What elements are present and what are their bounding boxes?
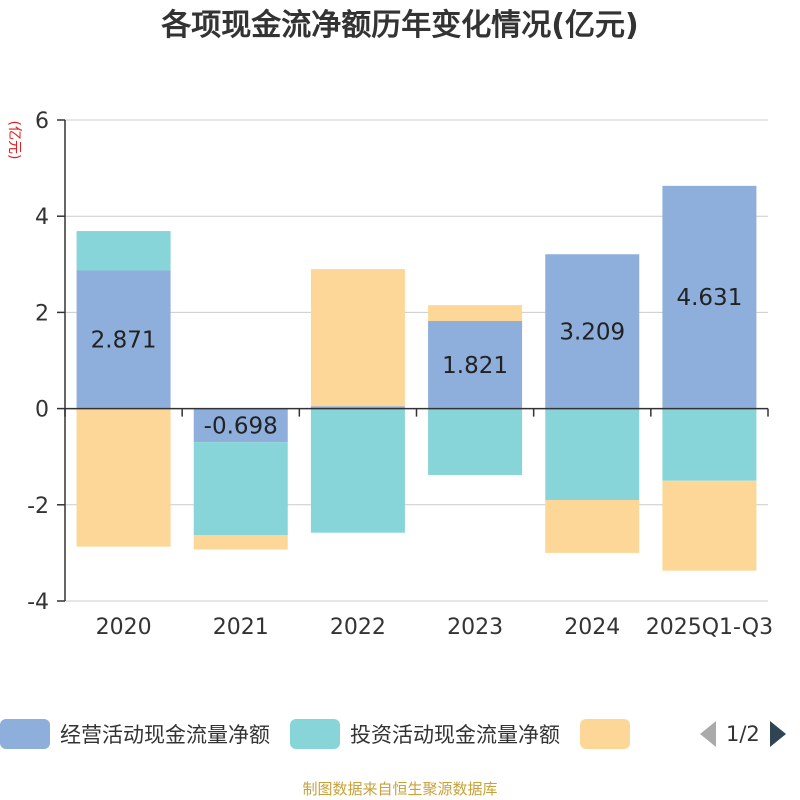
bar-0-2020[interactable] <box>76 270 171 409</box>
chart-title: 各项现金流净额历年变化情况(亿元) <box>161 8 639 43</box>
legend-swatch-financing <box>580 719 630 749</box>
data-label-2024: 3.209 <box>559 319 625 345</box>
bar-0-2021[interactable] <box>193 408 288 443</box>
y-tick-label: -4 <box>27 590 49 615</box>
bar-0-2022[interactable] <box>310 406 405 409</box>
y-tick-label: 4 <box>35 205 49 230</box>
bar-1-2020[interactable] <box>76 231 171 271</box>
bar-0-2025Q1-Q3[interactable] <box>662 185 757 409</box>
pager-text: 1/2 <box>726 722 760 746</box>
pager-prev-icon[interactable] <box>700 721 716 747</box>
x-tick-label: 2021 <box>213 615 269 640</box>
bar-2-2021[interactable] <box>193 535 288 550</box>
bar-1-2023[interactable] <box>428 408 523 475</box>
data-label-2021: -0.698 <box>204 413 278 439</box>
bar-2-2024[interactable] <box>545 499 640 553</box>
y-tick-label: 6 <box>35 109 49 134</box>
y-axis-label: (亿元) <box>6 121 22 160</box>
x-tick-label: 2020 <box>96 615 152 640</box>
data-label-2025Q1-Q3: 4.631 <box>676 285 742 311</box>
bar-1-2025Q1-Q3[interactable] <box>662 408 757 481</box>
source-note: 制图数据来自恒生聚源数据库 <box>302 780 498 798</box>
bar-1-2024[interactable] <box>545 408 640 500</box>
legend: 经营活动现金流量净额 投资活动现金流量净额 1/2 <box>0 716 800 752</box>
bar-0-2023[interactable] <box>428 321 523 409</box>
bar-2-2022[interactable] <box>310 269 405 407</box>
y-tick-label: -2 <box>27 494 49 519</box>
legend-swatch-operating <box>0 719 50 749</box>
legend-item-investing[interactable]: 投资活动现金流量净额 <box>290 719 560 749</box>
bar-0-2024[interactable] <box>545 254 640 409</box>
data-label-2023: 1.821 <box>442 353 508 379</box>
bar-1-2021[interactable] <box>193 442 288 536</box>
x-tick-label: 2024 <box>564 615 620 640</box>
chart-canvas: (亿元) 2.871 -0.698 1.821 3.209 4.631 -4 -2 0 2 4 6 20… <box>6 109 773 640</box>
legend-item-financing[interactable] <box>580 719 640 749</box>
y-tick-label: 2 <box>35 301 49 326</box>
bar-1-2022[interactable] <box>310 408 405 533</box>
bar-2-2020[interactable] <box>76 408 171 547</box>
x-tick-label: 2025Q1-Q3 <box>646 615 773 640</box>
legend-label-investing: 投资活动现金流量净额 <box>350 723 560 747</box>
x-tick-label: 2023 <box>447 615 503 640</box>
legend-pager: 1/2 <box>700 716 786 752</box>
legend-item-operating[interactable]: 经营活动现金流量净额 <box>0 719 270 749</box>
legend-swatch-investing <box>290 719 340 749</box>
pager-next-icon[interactable] <box>769 721 786 747</box>
legend-label-operating: 经营活动现金流量净额 <box>60 723 270 747</box>
bar-2-2023[interactable] <box>428 305 523 322</box>
bar-2-2025Q1-Q3[interactable] <box>662 480 757 571</box>
data-label-2020: 2.871 <box>91 328 157 354</box>
y-tick-label: 0 <box>35 398 49 423</box>
x-tick-label: 2022 <box>330 615 386 640</box>
